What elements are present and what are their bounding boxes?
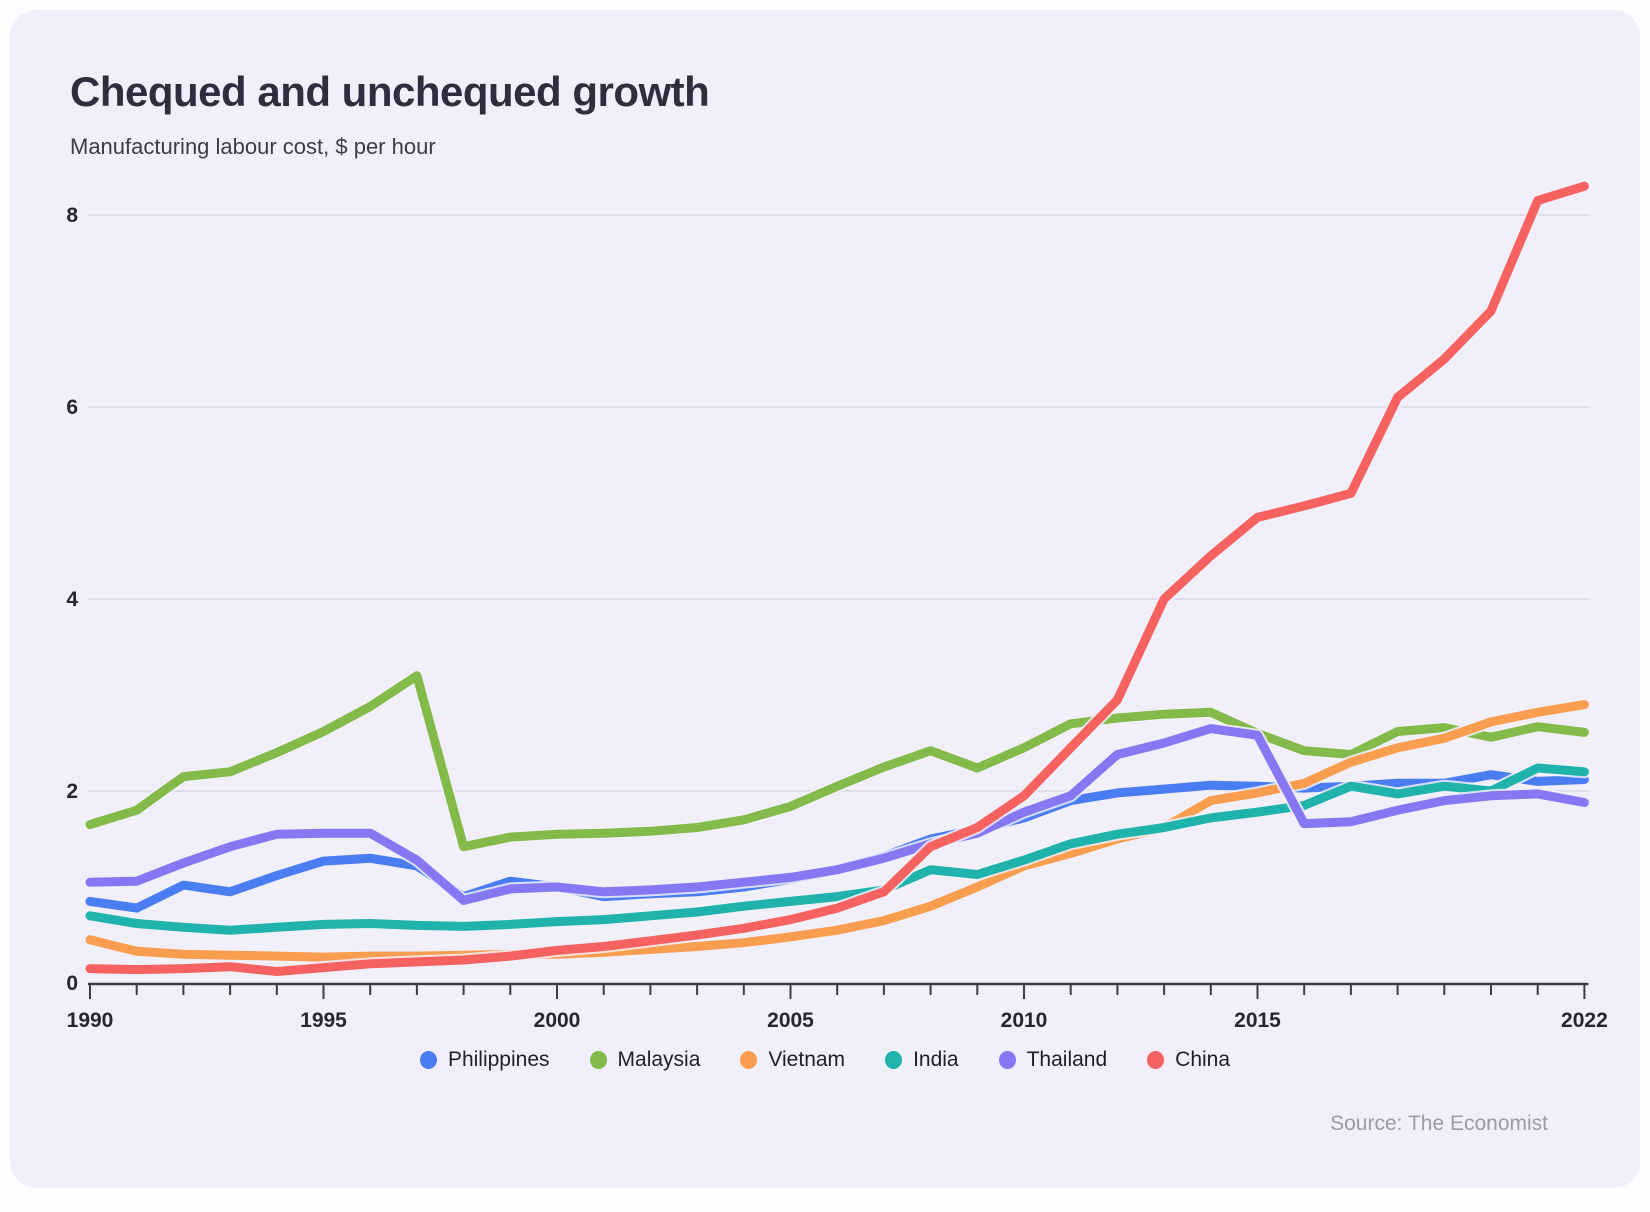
y-axis-label-2: 2	[66, 780, 78, 803]
legend-item-india: India	[885, 1048, 959, 1072]
thailand-dot-icon	[998, 1051, 1016, 1069]
x-axis-label-2015: 2015	[1234, 1009, 1281, 1032]
line-chart: 0 2 4 6 8 1990 1995 2000 2005 2010 2015 2022	[66, 179, 1608, 1032]
page-title: Chequed and unchequed growth	[70, 68, 710, 115]
y-axis-label-6: 6	[66, 396, 78, 419]
y-axis-label-0: 0	[66, 972, 78, 995]
x-axis-label-1995: 1995	[300, 1009, 347, 1032]
legend-label: Malaysia	[617, 1048, 701, 1071]
india-dot-icon	[885, 1051, 903, 1069]
vietnam-dot-icon	[740, 1051, 758, 1069]
malaysia-dot-icon	[589, 1051, 607, 1069]
page-subtitle: Manufacturing labour cost, $ per hour	[70, 134, 436, 159]
legend-item-china: China	[1147, 1048, 1230, 1072]
line-india	[85, 763, 1589, 935]
legend-item-vietnam: Vietnam	[740, 1048, 845, 1072]
legend-label: India	[913, 1048, 959, 1071]
x-axis-label-2022: 2022	[1561, 1009, 1608, 1032]
legend-label: Philippines	[447, 1048, 550, 1071]
line-halo-china	[83, 179, 1591, 978]
legend-label: China	[1175, 1048, 1231, 1071]
x-axis-label-2000: 2000	[534, 1009, 581, 1032]
chart-card: Chequed and unchequed growth Manufacturi…	[10, 10, 1640, 1188]
chart-legend: Philippines Malaysia Vietnam India Thail…	[10, 1048, 1640, 1072]
x-axis-label-1990: 1990	[67, 1009, 114, 1032]
y-axis-label-4: 4	[66, 588, 78, 611]
x-axis-label-2005: 2005	[767, 1009, 814, 1032]
legend-item-malaysia: Malaysia	[589, 1048, 701, 1072]
line-china	[85, 181, 1589, 976]
legend-item-philippines: Philippines	[419, 1048, 550, 1072]
legend-item-thailand: Thailand	[998, 1048, 1108, 1072]
x-axis-label-2010: 2010	[1001, 1009, 1048, 1032]
y-axis-label-8: 8	[66, 204, 78, 227]
line-malaysia	[85, 671, 1589, 852]
legend-label: Thailand	[1026, 1048, 1108, 1071]
legend-label: Vietnam	[768, 1048, 846, 1071]
line-vietnam	[85, 700, 1589, 962]
source-credit: Source: The Economist	[1330, 1112, 1548, 1135]
line-thailand	[85, 724, 1589, 905]
china-dot-icon	[1147, 1051, 1165, 1069]
philippines-dot-icon	[419, 1051, 437, 1069]
line-halo-philippines	[83, 768, 1591, 915]
line-philippines	[85, 770, 1589, 913]
